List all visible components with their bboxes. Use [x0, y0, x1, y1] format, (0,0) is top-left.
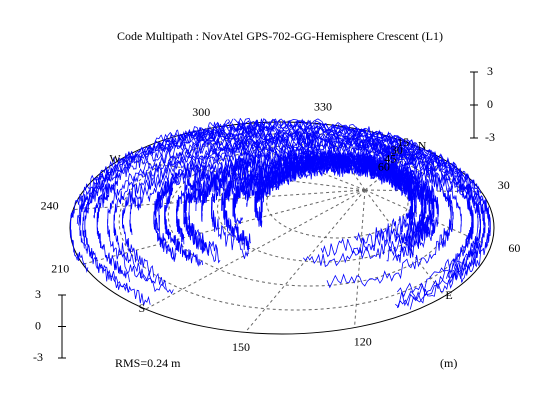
azimuth-label: 120 [354, 334, 372, 348]
trace [82, 155, 151, 306]
trace [78, 118, 267, 226]
elevation-label: 45 [384, 151, 396, 165]
azimuth-label: 330 [314, 100, 332, 114]
trace [147, 129, 462, 233]
chart-title: Code Multipath : NovAtel GPS-702-GG-Hemi… [117, 29, 443, 43]
trace [129, 130, 436, 236]
trace [76, 117, 482, 224]
azimuth-label: 30 [498, 178, 510, 192]
trace [176, 163, 216, 245]
azimuth-label: 60 [508, 241, 520, 255]
azimuth-label: 240 [41, 199, 59, 213]
trace [257, 158, 316, 203]
scale-tick-label: -3 [485, 130, 495, 144]
azimuth-spoke [318, 123, 366, 191]
compass-label: E [445, 288, 452, 302]
trace [158, 118, 373, 151]
elevation-label: 30 [391, 143, 403, 157]
trace [136, 127, 439, 211]
compass-label: S [139, 301, 146, 315]
horizon [69, 121, 495, 335]
scale-tick-label: 0 [487, 97, 493, 111]
azimuth-spoke [82, 189, 366, 265]
scale-tick-label: 3 [35, 287, 41, 301]
trace [349, 145, 439, 263]
azimuth-label: 150 [232, 340, 250, 354]
trace [164, 183, 204, 267]
multipath-traces [70, 117, 491, 310]
scale-tick-label: -3 [33, 350, 43, 364]
elevation-ring [266, 166, 409, 239]
azimuth-spoke [364, 189, 482, 193]
elevation-label: 15 [397, 135, 409, 149]
unit-label: (m) [440, 356, 457, 370]
trace [153, 132, 274, 262]
rms-label: RMS=0.24 m [115, 356, 181, 370]
trace [221, 149, 319, 211]
trace [158, 134, 407, 230]
trace [84, 125, 226, 293]
compass-label: W [109, 152, 121, 166]
azimuth-spoke [354, 189, 366, 328]
trace [113, 137, 206, 295]
azimuth-spoke [73, 189, 366, 211]
scale-tick-label: 3 [487, 64, 493, 78]
trace [223, 180, 252, 251]
trace [96, 175, 130, 283]
azimuth-label: 210 [51, 261, 69, 275]
elevation-label: 60 [378, 159, 390, 173]
trace [376, 139, 473, 271]
scale-tick-label: 0 [35, 318, 41, 332]
azimuth-label: 300 [192, 105, 210, 119]
trace [202, 142, 438, 215]
trace [122, 126, 271, 278]
azimuth-spoke [244, 189, 366, 333]
compass-label: N [418, 139, 427, 153]
